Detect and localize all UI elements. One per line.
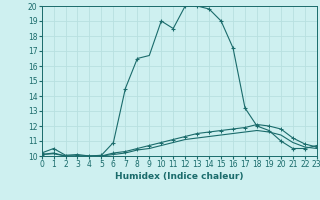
X-axis label: Humidex (Indice chaleur): Humidex (Indice chaleur): [115, 172, 244, 181]
